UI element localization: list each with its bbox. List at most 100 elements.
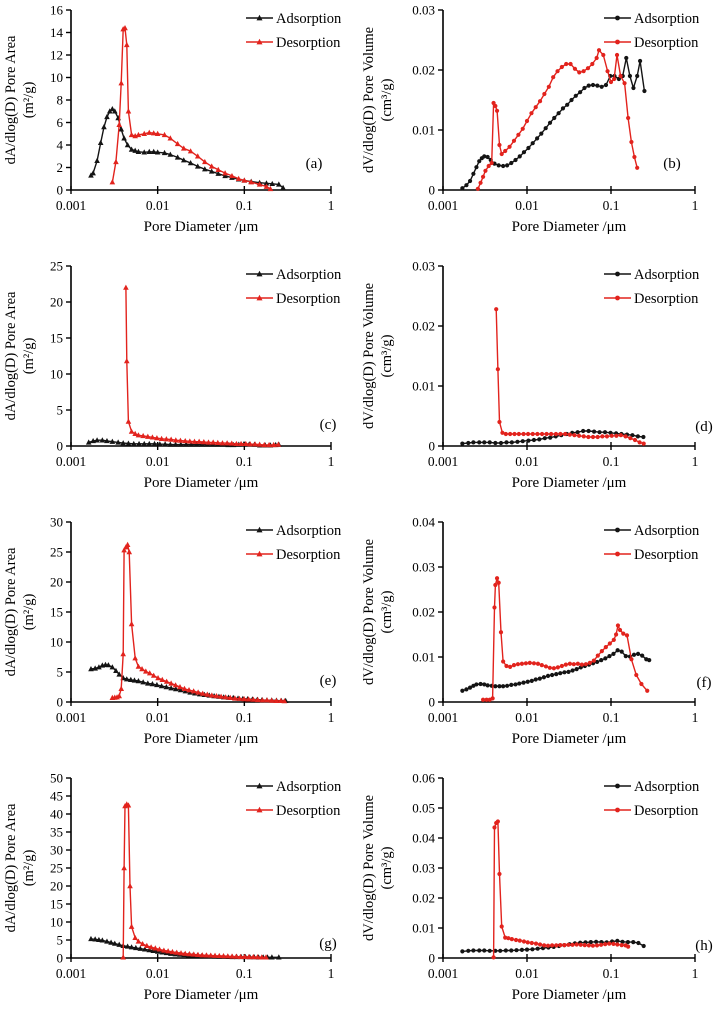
desorption-marker xyxy=(539,431,545,437)
desorption-marker xyxy=(524,118,530,124)
adsorption-marker xyxy=(497,684,502,689)
adsorption-marker xyxy=(543,126,548,131)
adsorption-marker xyxy=(466,440,471,446)
adsorption-marker xyxy=(509,948,514,953)
y-axis-units: (cm³/g) xyxy=(379,334,395,377)
y-tick-label: 0.02 xyxy=(412,605,435,620)
desorption-marker xyxy=(247,441,254,447)
legend: Adsorption Desorption xyxy=(246,779,342,819)
x-tick-label: 0.01 xyxy=(515,454,539,469)
adsorption-marker xyxy=(548,435,553,440)
desorption-marker xyxy=(186,687,192,693)
adsorption-marker xyxy=(133,944,139,951)
desorption-marker xyxy=(250,696,257,702)
desorption-marker xyxy=(264,697,270,703)
desorption-marker xyxy=(275,441,282,447)
adsorption-marker xyxy=(94,157,100,163)
desorption-series xyxy=(480,576,650,702)
legend: Adsorption Desorption xyxy=(604,267,700,307)
desorption-marker xyxy=(259,697,266,703)
desorption-marker xyxy=(178,950,184,956)
desorption-marker xyxy=(515,662,521,667)
legend-adsorption-marker-icon xyxy=(615,783,620,789)
x-tick-label: 0.001 xyxy=(428,454,458,469)
desorption-marker xyxy=(125,108,132,114)
desorption-marker xyxy=(267,185,274,192)
desorption-marker xyxy=(523,661,528,666)
desorption-marker xyxy=(590,943,596,948)
y-tick-label: 0 xyxy=(429,183,436,198)
y-axis-label: dV/dlog(D) Pore Volume xyxy=(361,27,377,173)
desorption-marker xyxy=(121,865,127,871)
x-tick-label: 0.01 xyxy=(515,198,539,213)
y-tick-label: 25 xyxy=(50,861,63,876)
desorption-marker xyxy=(120,651,126,657)
adsorption-marker xyxy=(562,670,567,675)
adsorption-marker xyxy=(636,940,641,946)
adsorption-marker xyxy=(172,441,179,447)
panel-label: (e) xyxy=(320,673,337,689)
desorption-marker xyxy=(508,431,513,437)
adsorption-marker xyxy=(591,429,597,434)
desorption-marker xyxy=(219,440,226,446)
adsorption-marker xyxy=(163,684,170,690)
desorption-marker xyxy=(645,688,650,693)
desorption-marker xyxy=(243,440,249,447)
legend-item-desorption: Desorption xyxy=(604,35,699,51)
desorption-marker xyxy=(582,943,587,948)
adsorption-marker xyxy=(276,181,282,187)
x-axis-label: Pore Diameter /μm xyxy=(144,219,259,235)
desorption-marker xyxy=(547,665,552,670)
desorption-marker xyxy=(500,430,505,435)
adsorption-marker xyxy=(180,157,187,163)
adsorption-marker xyxy=(627,73,633,79)
desorption-marker xyxy=(241,696,247,702)
desorption-marker xyxy=(554,943,559,948)
adsorption-marker xyxy=(109,438,116,444)
adsorption-marker xyxy=(208,168,215,174)
desorption-marker xyxy=(235,175,242,181)
y-tick-label: 0 xyxy=(429,439,436,454)
desorption-marker xyxy=(603,942,608,947)
desorption-marker xyxy=(605,69,610,74)
desorption-marker xyxy=(227,694,234,700)
desorption-marker xyxy=(618,433,623,438)
adsorption-marker xyxy=(620,939,625,944)
desorption-marker xyxy=(525,940,530,945)
adsorption-marker xyxy=(269,954,275,960)
desorption-marker xyxy=(583,662,588,667)
desorption-marker xyxy=(516,132,521,137)
adsorption-marker xyxy=(570,668,575,673)
chart-panel-d: 0 0.01 0.02 0.03 0.001 0.01 0.1 1 Pore Diameter … xyxy=(358,256,717,512)
chart-panel-b: 0 0.01 0.02 0.03 0.001 0.01 0.1 1 Pore Diameter … xyxy=(358,0,717,256)
desorption-marker xyxy=(594,55,599,61)
desorption-marker xyxy=(155,675,161,681)
panel-label: (b) xyxy=(663,156,681,172)
desorption-marker xyxy=(539,663,544,668)
adsorption-marker xyxy=(471,440,476,445)
adsorption-marker xyxy=(539,131,544,136)
desorption-marker xyxy=(614,433,619,438)
legend-desorption-marker-icon xyxy=(256,38,263,45)
desorption-marker xyxy=(478,180,483,185)
desorption-marker xyxy=(564,61,569,67)
y-tick-label: 30 xyxy=(50,843,63,858)
desorption-marker xyxy=(163,678,170,684)
legend-item-adsorption: Adsorption xyxy=(246,11,342,27)
desorption-marker xyxy=(245,696,252,702)
adsorption-marker xyxy=(99,437,106,443)
adsorption-marker xyxy=(503,948,508,953)
desorption-marker xyxy=(237,953,244,959)
desorption-marker xyxy=(575,661,580,666)
legend-item-adsorption: Adsorption xyxy=(246,779,342,795)
desorption-marker xyxy=(199,690,206,696)
adsorption-marker xyxy=(498,948,503,953)
desorption-marker xyxy=(608,79,614,85)
desorption-marker xyxy=(492,825,497,830)
desorption-marker xyxy=(149,434,156,440)
adsorption-marker xyxy=(187,160,194,166)
desorption-line xyxy=(122,803,266,958)
desorption-marker xyxy=(516,431,521,437)
adsorption-marker xyxy=(263,180,270,186)
adsorption-marker xyxy=(464,183,469,188)
